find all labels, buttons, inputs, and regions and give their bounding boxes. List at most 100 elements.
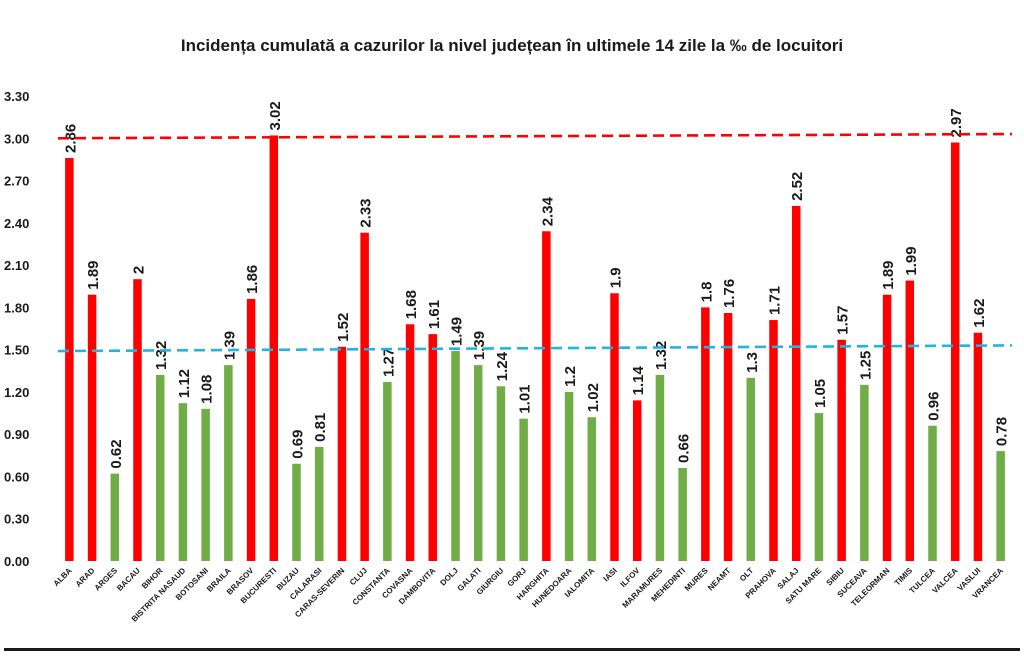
chart-title: Incidența cumulată a cazurilor la nivel … [181, 36, 843, 55]
x-tick-label: BACAU [115, 566, 142, 593]
data-label: 1.89 [880, 260, 897, 289]
data-label: 1.32 [653, 341, 670, 370]
data-label: 1.61 [426, 300, 443, 329]
bar [587, 417, 597, 561]
bar [428, 334, 438, 561]
bar [928, 425, 937, 561]
bar [224, 365, 233, 561]
data-label: 0.78 [994, 417, 1011, 446]
x-tick-label: ARGES [93, 566, 120, 593]
bar [564, 391, 574, 561]
data-label: 1.39 [221, 331, 238, 360]
data-label: 1.39 [471, 331, 488, 360]
bar [610, 293, 619, 561]
data-label: 2.52 [789, 172, 806, 201]
bar [701, 307, 710, 561]
bar [65, 158, 74, 561]
data-label: 1.76 [721, 279, 738, 308]
data-label: 1.57 [835, 306, 852, 335]
y-tick-label: 3.00 [4, 131, 29, 146]
data-label: 0.96 [926, 392, 943, 421]
y-tick-label: 1.50 [4, 343, 29, 358]
bottom-divider [4, 648, 1020, 651]
data-label: 1.24 [494, 351, 511, 381]
bar [269, 135, 279, 562]
bar [655, 375, 665, 561]
bar [246, 298, 256, 561]
bar [746, 377, 756, 561]
data-label: 0.69 [290, 430, 307, 459]
bar [110, 473, 120, 561]
bar [178, 403, 188, 561]
data-label: 1.71 [767, 286, 784, 315]
bar [451, 351, 460, 561]
bar [996, 451, 1005, 561]
data-label: 2.97 [948, 108, 965, 137]
data-label: 3.02 [267, 101, 284, 130]
y-tick-label: 2.70 [4, 174, 29, 189]
bar [360, 232, 369, 561]
bar [133, 279, 142, 561]
bar [314, 446, 324, 561]
bar [383, 382, 392, 561]
bar [973, 332, 983, 561]
data-label: 2.34 [539, 196, 556, 226]
bar [155, 375, 165, 561]
bar [882, 294, 892, 561]
data-label: 2 [131, 266, 148, 274]
data-label: 0.81 [312, 413, 329, 442]
x-tick-label: OLT [738, 566, 755, 583]
data-label: 1.89 [85, 260, 102, 289]
x-tick-label: IASI [602, 566, 619, 583]
y-tick-label: 2.10 [4, 258, 29, 273]
x-tick-label: VALCEA [930, 566, 959, 595]
y-tick-label: 1.20 [4, 385, 29, 400]
reference-line [57, 132, 1013, 140]
data-label: 2.86 [62, 124, 79, 153]
bar [860, 384, 869, 561]
data-label: 1.08 [199, 375, 216, 404]
bar [769, 320, 778, 561]
bar [791, 205, 801, 561]
x-tick-label: ALBA [52, 566, 74, 588]
bar [473, 365, 483, 561]
x-tick-label: CLUJ [348, 566, 369, 587]
data-label: 1.52 [335, 313, 352, 342]
x-tick-label: MURES [683, 566, 710, 593]
y-tick-label: 0.30 [4, 512, 29, 527]
bar [678, 468, 687, 561]
data-label: 1.3 [744, 352, 761, 373]
data-label: 1.99 [903, 246, 920, 275]
data-label: 1.8 [698, 282, 715, 303]
y-tick-label: 1.80 [4, 300, 29, 315]
bar [87, 294, 97, 561]
bar [632, 400, 642, 561]
data-label: 1.86 [244, 265, 261, 294]
y-tick-label: 2.40 [4, 216, 29, 231]
data-label: 1.05 [812, 379, 829, 408]
y-tick-label: 0.60 [4, 469, 29, 484]
y-tick-label: 3.30 [4, 89, 29, 104]
bar [837, 339, 846, 561]
bar [905, 280, 915, 561]
data-label: 1.25 [857, 351, 874, 380]
data-label: 1.68 [403, 290, 420, 319]
data-label: 2.33 [358, 198, 375, 227]
data-label: 1.62 [971, 299, 988, 328]
data-label: 1.27 [380, 348, 397, 377]
data-label: 1.49 [449, 317, 466, 346]
data-label: 1.9 [608, 267, 625, 288]
bar [201, 408, 210, 561]
bar [292, 463, 301, 561]
bar [814, 413, 824, 561]
data-label: 1.14 [630, 366, 647, 396]
data-label: 1.2 [562, 366, 579, 387]
data-label: 1.12 [176, 369, 193, 398]
bar [542, 231, 551, 562]
bar [496, 386, 506, 561]
bar [519, 418, 528, 561]
y-tick-label: 0.00 [4, 554, 29, 569]
reference-line [57, 344, 1013, 353]
